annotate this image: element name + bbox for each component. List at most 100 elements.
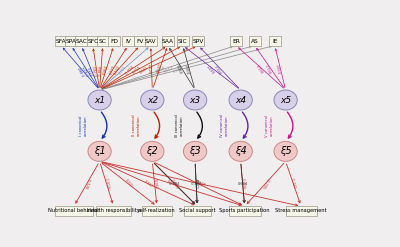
Text: -0.600: -0.600 xyxy=(170,178,180,190)
Text: SPV: SPV xyxy=(192,39,204,43)
FancyBboxPatch shape xyxy=(286,206,317,216)
Text: x3: x3 xyxy=(190,96,201,104)
Text: ξ1: ξ1 xyxy=(94,146,106,156)
Text: 0.352: 0.352 xyxy=(152,179,157,189)
Text: x4: x4 xyxy=(235,96,246,104)
Text: x2: x2 xyxy=(147,96,158,104)
Text: ξ4: ξ4 xyxy=(235,146,246,156)
FancyBboxPatch shape xyxy=(269,36,281,46)
Text: -0.536: -0.536 xyxy=(83,178,90,190)
Ellipse shape xyxy=(184,141,207,161)
Text: SFC: SFC xyxy=(87,39,98,43)
Ellipse shape xyxy=(141,141,164,161)
FancyBboxPatch shape xyxy=(192,36,204,46)
Text: 0.964: 0.964 xyxy=(103,65,109,75)
Ellipse shape xyxy=(141,90,164,110)
Text: -0.600: -0.600 xyxy=(190,182,202,186)
FancyBboxPatch shape xyxy=(87,36,99,46)
Text: 0.715: 0.715 xyxy=(88,64,94,75)
Text: 0.512: 0.512 xyxy=(266,62,274,73)
Ellipse shape xyxy=(274,90,297,110)
Text: SFA: SFA xyxy=(56,39,66,43)
Text: III canonical
correlation: III canonical correlation xyxy=(175,114,183,137)
Text: SAA: SAA xyxy=(162,39,174,43)
FancyBboxPatch shape xyxy=(145,36,157,46)
Text: 0.614: 0.614 xyxy=(256,62,265,73)
Text: 0.512: 0.512 xyxy=(164,66,175,74)
Text: 0.364: 0.364 xyxy=(167,180,178,188)
Text: -0.627: -0.627 xyxy=(83,64,91,76)
Text: 0.352: 0.352 xyxy=(186,62,192,73)
Text: ξ2: ξ2 xyxy=(146,146,158,156)
Text: ξ3: ξ3 xyxy=(189,146,201,156)
Text: 0.397: 0.397 xyxy=(278,62,283,73)
Text: AS: AS xyxy=(251,39,258,43)
Text: 0.512: 0.512 xyxy=(215,62,224,73)
FancyBboxPatch shape xyxy=(162,36,174,46)
Text: 0.529: 0.529 xyxy=(193,179,204,188)
FancyBboxPatch shape xyxy=(97,36,109,46)
Text: SIC: SIC xyxy=(178,39,188,43)
FancyBboxPatch shape xyxy=(177,36,189,46)
Ellipse shape xyxy=(229,90,252,110)
Text: II canonical
correlation: II canonical correlation xyxy=(132,115,140,137)
Text: 0.661: 0.661 xyxy=(139,65,149,75)
Text: 0.407: 0.407 xyxy=(207,62,216,73)
FancyBboxPatch shape xyxy=(230,36,242,46)
Ellipse shape xyxy=(88,141,111,161)
Text: 0.402: 0.402 xyxy=(114,64,122,75)
Text: 0.910: 0.910 xyxy=(178,62,185,73)
Text: SAV: SAV xyxy=(145,39,156,43)
FancyBboxPatch shape xyxy=(55,36,67,46)
Text: -0.774: -0.774 xyxy=(125,64,136,76)
Text: SAC: SAC xyxy=(75,39,87,43)
Text: SC: SC xyxy=(99,39,107,43)
Text: -0.705: -0.705 xyxy=(261,178,270,190)
Text: 0.614: 0.614 xyxy=(156,66,166,74)
Text: Sports participation: Sports participation xyxy=(220,208,270,213)
Text: 0.773: 0.773 xyxy=(109,64,116,75)
FancyBboxPatch shape xyxy=(184,206,211,216)
Text: FD: FD xyxy=(110,39,118,43)
FancyBboxPatch shape xyxy=(55,206,93,216)
Ellipse shape xyxy=(274,141,297,161)
Text: 0.507: 0.507 xyxy=(157,62,163,73)
Text: -0.520: -0.520 xyxy=(240,178,245,190)
Text: self-realization: self-realization xyxy=(138,208,176,213)
Text: ξ5: ξ5 xyxy=(280,146,292,156)
Ellipse shape xyxy=(88,90,111,110)
Text: -0.856: -0.856 xyxy=(99,64,103,76)
FancyBboxPatch shape xyxy=(75,36,87,46)
Ellipse shape xyxy=(184,90,207,110)
Text: FV: FV xyxy=(136,39,144,43)
Text: IV: IV xyxy=(125,39,131,43)
FancyBboxPatch shape xyxy=(142,206,172,216)
Text: x5: x5 xyxy=(280,96,291,104)
Text: x1: x1 xyxy=(94,96,105,104)
Text: 0.715: 0.715 xyxy=(118,65,127,75)
Text: 0.664: 0.664 xyxy=(238,182,248,186)
Text: 0.447: 0.447 xyxy=(143,179,154,188)
Text: 0.607: 0.607 xyxy=(150,63,154,73)
FancyBboxPatch shape xyxy=(108,36,120,46)
Text: SPA: SPA xyxy=(66,39,76,43)
FancyBboxPatch shape xyxy=(65,36,77,46)
Text: 0.715: 0.715 xyxy=(132,65,142,75)
Text: -0.441: -0.441 xyxy=(290,178,296,190)
FancyBboxPatch shape xyxy=(96,206,131,216)
Text: -0.754: -0.754 xyxy=(169,182,180,186)
Text: -0.619: -0.619 xyxy=(104,178,110,190)
Text: 0.397: 0.397 xyxy=(173,66,184,74)
FancyBboxPatch shape xyxy=(134,36,146,46)
Ellipse shape xyxy=(229,141,252,161)
Text: IE: IE xyxy=(272,39,278,43)
Text: I canonical
correlation: I canonical correlation xyxy=(79,115,88,136)
Text: 0.471: 0.471 xyxy=(194,179,198,189)
Text: Nutritional behavior: Nutritional behavior xyxy=(48,208,100,213)
Text: Social support: Social support xyxy=(179,208,216,213)
Text: ER: ER xyxy=(232,39,240,43)
Text: V canonical
correlation: V canonical correlation xyxy=(265,115,274,137)
Text: Stress management: Stress management xyxy=(275,208,327,213)
Text: -0.860: -0.860 xyxy=(78,64,87,76)
Text: 0.529: 0.529 xyxy=(195,180,206,187)
